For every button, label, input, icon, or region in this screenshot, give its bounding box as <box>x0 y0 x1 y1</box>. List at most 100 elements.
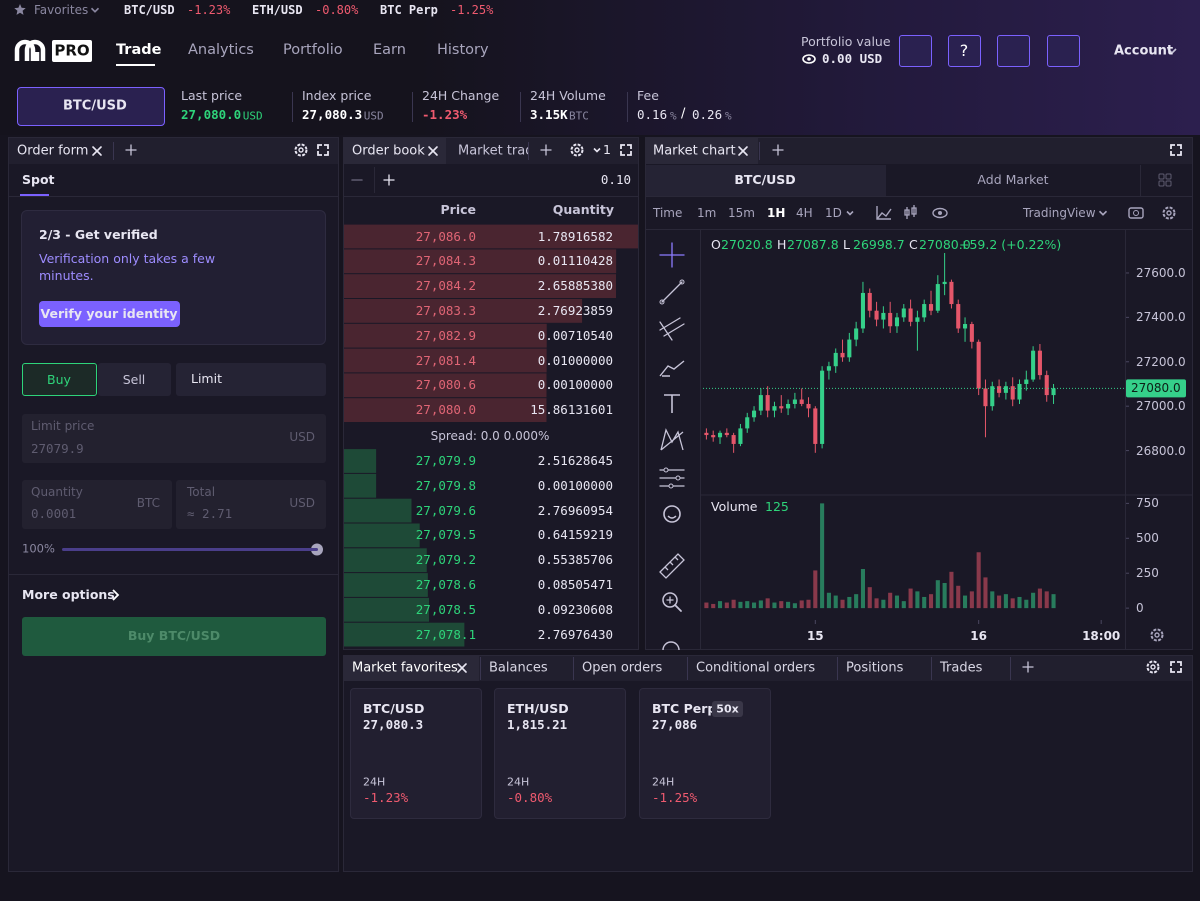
nav-icon-button[interactable] <box>1047 35 1080 67</box>
label[interactable]: Buy <box>47 371 71 387</box>
caret-icon <box>1098 210 1108 216</box>
add-market[interactable]: Add Market <box>977 171 1049 187</box>
account-menu[interactable]: Account <box>1114 43 1174 59</box>
panel-tab[interactable]: Balances <box>489 660 548 676</box>
interval: Time <box>653 206 683 220</box>
volume-bar <box>860 569 865 609</box>
limit-price-field[interactable] <box>22 414 326 463</box>
candle-body <box>711 435 716 438</box>
candle-body <box>717 432 723 438</box>
order-type-select[interactable] <box>176 363 326 396</box>
candle-body <box>976 341 981 389</box>
help-button[interactable]: ? <box>959 41 969 60</box>
volume-bar <box>1024 599 1029 609</box>
nav-item[interactable]: Portfolio <box>283 41 343 58</box>
candle-body <box>935 284 940 311</box>
label[interactable]: More options <box>22 586 115 602</box>
icon-line <box>738 146 748 156</box>
ticker-symbol[interactable]: ETH/USD <box>252 3 303 17</box>
buy-toggle[interactable] <box>22 363 97 396</box>
interval[interactable]: 1H <box>767 206 786 220</box>
label[interactable]: Buy BTC/USD <box>127 627 221 643</box>
volume-bar <box>942 582 947 609</box>
sell-toggle[interactable] <box>98 363 171 396</box>
volume-bar <box>840 599 845 609</box>
gear-icon <box>1146 660 1160 674</box>
label[interactable]: TradingView <box>1023 206 1096 220</box>
chart-active-tab <box>646 138 758 164</box>
last-price-tag <box>1126 379 1186 398</box>
ticker-symbol[interactable]: BTC Perp <box>380 3 438 17</box>
chart-pair-tab[interactable]: BTC/USD <box>734 171 796 187</box>
volume-bar <box>908 588 913 609</box>
nav-icon-button[interactable] <box>948 35 981 67</box>
label: Quantity <box>552 201 614 217</box>
card-price: 27,080.3 <box>363 716 424 732</box>
candle-body <box>949 281 954 305</box>
eye-icon <box>938 211 942 215</box>
logo-text: PRO <box>54 41 90 60</box>
total-field[interactable] <box>176 480 326 529</box>
candle-body <box>881 312 886 320</box>
market-card[interactable] <box>350 688 482 819</box>
volume-bar <box>915 591 920 609</box>
quantity-field[interactable] <box>22 480 172 529</box>
market-card[interactable] <box>639 688 771 819</box>
book-price: 27,078.1 <box>415 626 476 642</box>
interval[interactable]: 4H <box>796 206 813 220</box>
book-price: 27,082.9 <box>415 327 476 343</box>
expand-icon <box>620 144 632 156</box>
volume-bar <box>779 601 784 609</box>
depth-bar <box>344 274 617 298</box>
stat-divider <box>627 92 628 122</box>
nav-icon-button[interactable] <box>997 35 1030 67</box>
interval[interactable]: 1m <box>697 206 717 220</box>
panel-tab[interactable]: Open orders <box>582 660 663 676</box>
panel-tab[interactable]: Market trades <box>458 144 528 158</box>
verify-button[interactable] <box>39 301 180 327</box>
label: Total <box>187 485 216 499</box>
label[interactable]: Verify your identity <box>40 305 178 321</box>
gear-icon <box>294 143 308 157</box>
x-tick-label: 18:00 <box>1082 629 1121 643</box>
pair-selector[interactable] <box>17 87 165 126</box>
panel-tab[interactable]: Market chart <box>653 143 736 159</box>
volume-bar <box>758 600 763 609</box>
submit-button[interactable] <box>22 617 326 656</box>
icon-line <box>659 321 673 341</box>
volume-bar <box>1031 592 1036 609</box>
icon-line <box>457 663 467 673</box>
tool <box>659 553 685 579</box>
volume-tick-label: 500 <box>1136 531 1159 546</box>
book-quantity: 0.01110428 <box>537 253 613 269</box>
spot-tab[interactable]: Spot <box>22 171 55 187</box>
label[interactable]: Limit <box>191 370 222 386</box>
panel-tab[interactable]: Market favorites <box>352 660 458 676</box>
panel-tab[interactable]: Order book <box>352 143 425 159</box>
nav-icon-button[interactable] <box>899 35 932 67</box>
leverage-badge-text: 50x <box>716 702 739 716</box>
market-card[interactable] <box>494 688 626 819</box>
tool <box>663 505 681 523</box>
candle-body <box>806 403 811 409</box>
ticker-symbol[interactable]: BTC/USD <box>124 3 175 17</box>
panel-tab[interactable]: Order form <box>17 143 89 159</box>
label: ≈ 2.71 <box>187 505 233 521</box>
slider-track[interactable] <box>62 548 318 551</box>
candle-body <box>772 406 777 411</box>
panel-tab[interactable]: Conditional orders <box>696 660 816 676</box>
tab-divider <box>113 142 114 160</box>
interval[interactable]: 15m <box>728 206 755 220</box>
interval[interactable]: 1D <box>825 206 842 220</box>
panel-tab[interactable]: Trades <box>940 660 983 676</box>
panel-tab[interactable]: Positions <box>846 660 904 676</box>
nav-item[interactable]: History <box>437 41 489 58</box>
nav-item[interactable]: Analytics <box>188 41 254 58</box>
icon-line <box>674 604 682 612</box>
stat-divider <box>520 92 521 122</box>
label[interactable]: Sell <box>122 371 146 387</box>
nav-item[interactable]: Earn <box>373 41 406 58</box>
favorites-menu[interactable]: Favorites <box>34 3 89 17</box>
volume-bar <box>983 577 988 609</box>
nav-item[interactable]: Trade <box>116 41 162 58</box>
